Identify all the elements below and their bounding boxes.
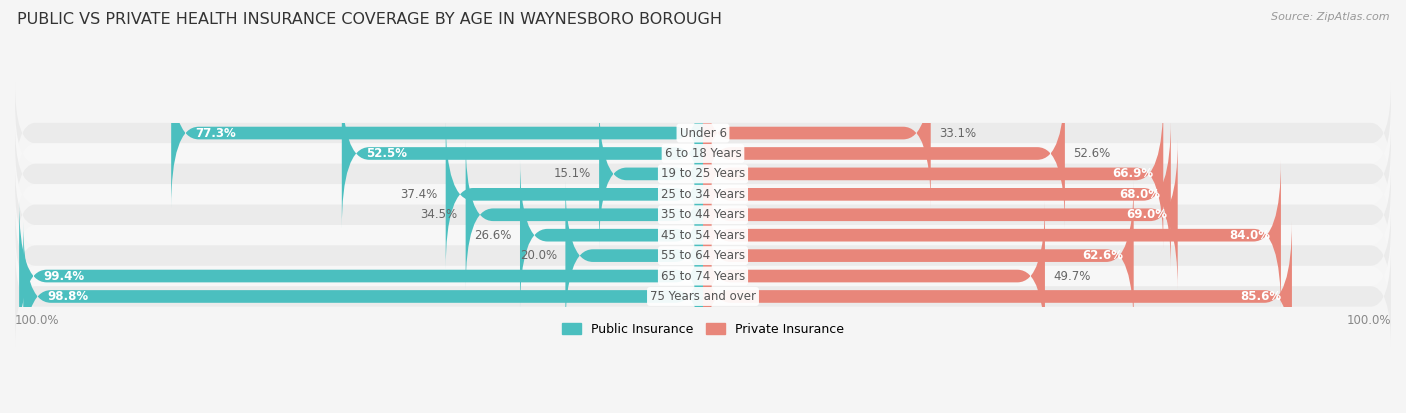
- FancyBboxPatch shape: [15, 143, 1391, 245]
- FancyBboxPatch shape: [703, 58, 931, 209]
- Text: 84.0%: 84.0%: [1230, 229, 1271, 242]
- FancyBboxPatch shape: [446, 119, 703, 270]
- FancyBboxPatch shape: [599, 99, 703, 249]
- Text: 77.3%: 77.3%: [195, 126, 236, 140]
- Text: 85.6%: 85.6%: [1240, 290, 1282, 303]
- Text: 20.0%: 20.0%: [520, 249, 557, 262]
- Text: 34.5%: 34.5%: [420, 208, 457, 221]
- Text: 99.4%: 99.4%: [44, 270, 84, 282]
- FancyBboxPatch shape: [15, 245, 1391, 347]
- Text: 68.0%: 68.0%: [1119, 188, 1160, 201]
- Text: 52.5%: 52.5%: [366, 147, 406, 160]
- FancyBboxPatch shape: [703, 180, 1133, 331]
- FancyBboxPatch shape: [24, 221, 703, 372]
- Text: PUBLIC VS PRIVATE HEALTH INSURANCE COVERAGE BY AGE IN WAYNESBORO BOROUGH: PUBLIC VS PRIVATE HEALTH INSURANCE COVER…: [17, 12, 721, 27]
- Text: 55 to 64 Years: 55 to 64 Years: [661, 249, 745, 262]
- Text: Source: ZipAtlas.com: Source: ZipAtlas.com: [1271, 12, 1389, 22]
- FancyBboxPatch shape: [15, 123, 1391, 225]
- FancyBboxPatch shape: [703, 201, 1045, 351]
- Text: 75 Years and over: 75 Years and over: [650, 290, 756, 303]
- FancyBboxPatch shape: [520, 160, 703, 311]
- Text: 25 to 34 Years: 25 to 34 Years: [661, 188, 745, 201]
- FancyBboxPatch shape: [15, 82, 1391, 184]
- FancyBboxPatch shape: [20, 201, 703, 351]
- FancyBboxPatch shape: [703, 119, 1171, 270]
- FancyBboxPatch shape: [15, 164, 1391, 266]
- Text: 26.6%: 26.6%: [474, 229, 512, 242]
- FancyBboxPatch shape: [703, 139, 1178, 290]
- Text: 100.0%: 100.0%: [15, 314, 59, 327]
- FancyBboxPatch shape: [15, 184, 1391, 286]
- Text: 65 to 74 Years: 65 to 74 Years: [661, 270, 745, 282]
- Text: Under 6: Under 6: [679, 126, 727, 140]
- FancyBboxPatch shape: [342, 78, 703, 229]
- FancyBboxPatch shape: [465, 139, 703, 290]
- Text: 6 to 18 Years: 6 to 18 Years: [665, 147, 741, 160]
- Text: 98.8%: 98.8%: [48, 290, 89, 303]
- FancyBboxPatch shape: [565, 180, 703, 331]
- Text: 37.4%: 37.4%: [401, 188, 437, 201]
- FancyBboxPatch shape: [703, 221, 1292, 372]
- Text: 35 to 44 Years: 35 to 44 Years: [661, 208, 745, 221]
- Text: 62.6%: 62.6%: [1083, 249, 1123, 262]
- Text: 33.1%: 33.1%: [939, 126, 976, 140]
- Text: 66.9%: 66.9%: [1112, 167, 1153, 180]
- Text: 15.1%: 15.1%: [554, 167, 591, 180]
- FancyBboxPatch shape: [15, 225, 1391, 327]
- FancyBboxPatch shape: [172, 58, 703, 209]
- FancyBboxPatch shape: [703, 78, 1064, 229]
- Text: 19 to 25 Years: 19 to 25 Years: [661, 167, 745, 180]
- FancyBboxPatch shape: [15, 204, 1391, 307]
- Text: 69.0%: 69.0%: [1126, 208, 1167, 221]
- FancyBboxPatch shape: [15, 102, 1391, 204]
- Text: 49.7%: 49.7%: [1053, 270, 1091, 282]
- Text: 100.0%: 100.0%: [1347, 314, 1391, 327]
- Legend: Public Insurance, Private Insurance: Public Insurance, Private Insurance: [557, 318, 849, 341]
- Text: 45 to 54 Years: 45 to 54 Years: [661, 229, 745, 242]
- Text: 52.6%: 52.6%: [1073, 147, 1111, 160]
- FancyBboxPatch shape: [703, 99, 1163, 249]
- FancyBboxPatch shape: [703, 160, 1281, 311]
